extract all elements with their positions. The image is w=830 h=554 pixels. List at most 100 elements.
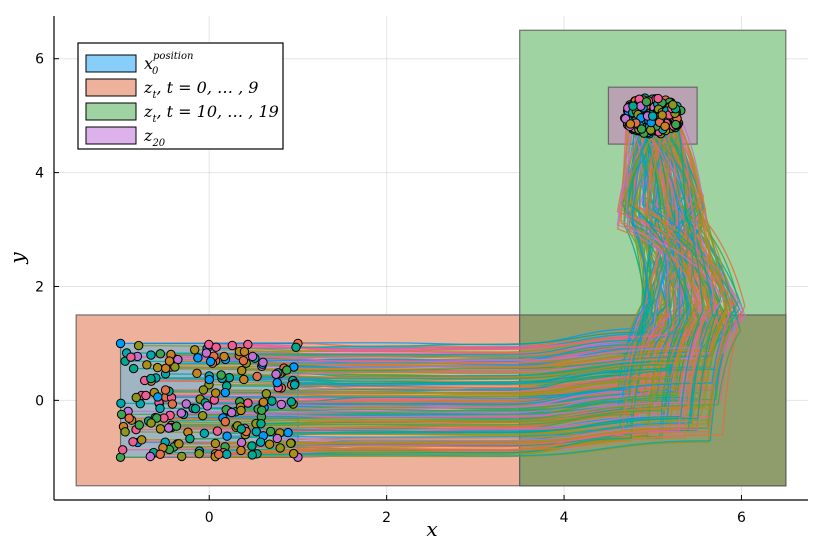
trajectory-line	[169, 106, 733, 368]
start-point	[256, 418, 266, 429]
start-point	[155, 424, 166, 434]
trajectory-line	[226, 106, 734, 457]
start-point	[128, 363, 139, 374]
trajectory-line	[241, 116, 703, 375]
trajectory-line	[286, 125, 695, 378]
start-point	[199, 428, 210, 439]
y-tick-label: 6	[35, 52, 44, 68]
start-point	[236, 405, 246, 416]
start-point	[204, 374, 214, 385]
trajectory-line	[196, 126, 699, 379]
trajectory-line	[270, 102, 696, 433]
start-point	[247, 441, 257, 451]
start-point	[271, 369, 281, 379]
start-point	[117, 445, 128, 455]
start-point	[210, 438, 221, 449]
start-point	[152, 362, 163, 373]
start-point	[155, 403, 165, 414]
axes	[53, 16, 808, 501]
legend: xposition 0zt, t = 0, … , 9zt, t = 10, … …	[77, 42, 284, 150]
start-point	[216, 370, 226, 380]
trajectory-line	[122, 108, 702, 451]
start-point	[116, 409, 127, 420]
x-tick-label: 6	[737, 510, 746, 526]
start-point	[145, 451, 156, 462]
start-point	[239, 374, 249, 385]
trajectory-line	[151, 104, 676, 424]
start-point	[236, 437, 247, 448]
y-tick-label: 2	[35, 279, 44, 295]
trajectory-line	[168, 122, 662, 392]
trajectory-line	[215, 107, 727, 397]
start-point	[267, 396, 277, 406]
trajectory-line	[291, 130, 717, 390]
start-point	[226, 407, 237, 418]
end-point	[636, 124, 647, 134]
start-point	[190, 403, 201, 414]
start-point	[222, 431, 232, 441]
start-point	[192, 368, 202, 379]
start-point	[219, 351, 229, 362]
start-point	[247, 450, 257, 460]
trajectory-line	[129, 122, 712, 422]
start-point	[146, 350, 156, 360]
start-point	[291, 342, 301, 352]
start-point	[212, 426, 223, 436]
start-point	[272, 377, 282, 388]
start-point	[171, 421, 182, 431]
start-point	[194, 449, 204, 459]
trajectory-line	[150, 119, 689, 385]
start-point	[177, 451, 187, 462]
start-point	[142, 360, 152, 370]
start-point	[211, 342, 221, 352]
start-point	[283, 427, 293, 438]
start-point	[247, 351, 258, 362]
end-point	[657, 110, 667, 120]
x-axis-label: x	[426, 517, 437, 541]
start-point	[220, 387, 230, 398]
start-point	[190, 345, 200, 355]
start-point	[163, 423, 174, 433]
y-axis-label: y	[5, 252, 29, 265]
start-point	[210, 388, 221, 398]
y-tick-label: 4	[35, 166, 44, 182]
x-tick-label: 4	[560, 510, 569, 526]
start-point	[220, 416, 230, 427]
start-point	[258, 357, 268, 368]
end-point	[625, 119, 636, 129]
start-point	[193, 353, 203, 363]
start-point	[252, 371, 262, 382]
start-point	[276, 399, 287, 410]
end-point	[660, 121, 670, 131]
trajectory-line	[168, 121, 706, 431]
legend-label-z20: z20	[143, 126, 166, 149]
end-point	[668, 100, 678, 110]
start-point	[272, 433, 282, 444]
start-point	[134, 420, 144, 430]
start-point	[289, 380, 300, 390]
start-point	[161, 363, 171, 374]
trajectory-line	[208, 125, 682, 351]
legend-swatch-x0	[85, 54, 137, 73]
start-point	[237, 365, 247, 376]
start-point	[282, 365, 292, 375]
start-point	[198, 385, 209, 395]
trajectory-line	[120, 114, 698, 406]
trajectory-line	[261, 124, 701, 412]
start-point	[238, 355, 249, 366]
start-point	[286, 438, 296, 448]
start-point	[221, 449, 232, 460]
trajectory-line	[204, 115, 714, 434]
start-point	[201, 348, 212, 358]
trajectory-line	[199, 118, 674, 456]
start-point	[124, 413, 134, 423]
start-point	[202, 401, 213, 411]
start-point	[160, 385, 171, 395]
start-point	[115, 338, 126, 349]
start-point	[275, 443, 285, 453]
start-point	[155, 449, 165, 459]
start-point	[205, 356, 216, 367]
trajectory-line	[130, 114, 670, 364]
start-point	[264, 439, 275, 449]
